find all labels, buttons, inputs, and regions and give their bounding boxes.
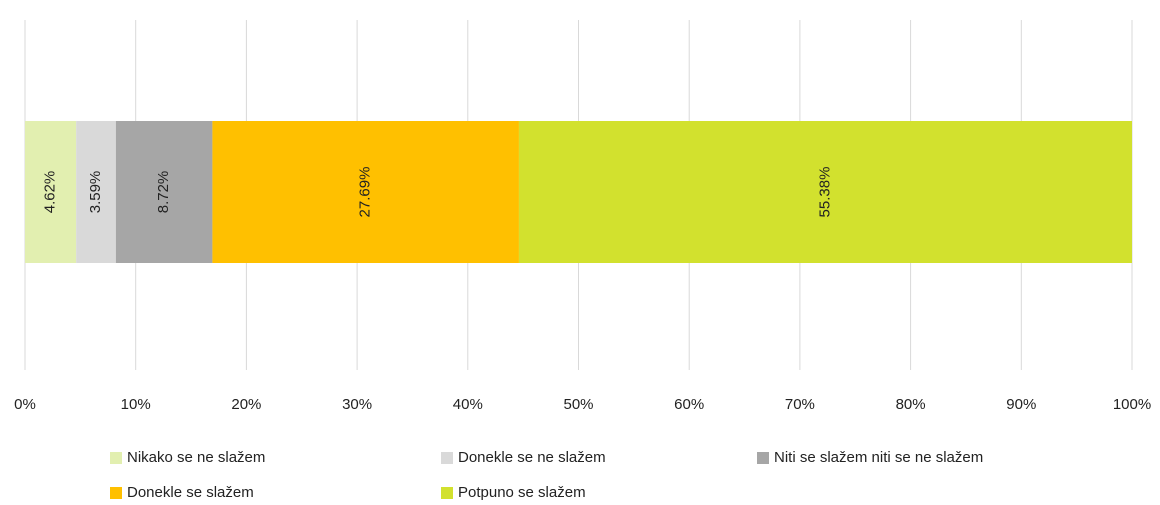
x-tick-label: 100% (1113, 396, 1151, 413)
legend-label: Nikako se ne slažem (127, 449, 265, 466)
legend-swatch (441, 487, 453, 499)
legend-swatch (757, 452, 769, 464)
x-tick-label: 90% (1006, 396, 1036, 413)
legend-label: Niti se slažem niti se ne slažem (774, 449, 983, 466)
x-tick-label: 70% (785, 396, 815, 413)
legend-label: Donekle se slažem (127, 484, 254, 501)
legend-swatch (441, 452, 453, 464)
data-label: 27.69% (357, 167, 374, 218)
bar-segment (518, 121, 1132, 263)
data-label: 8.72% (155, 171, 172, 214)
data-label: 3.59% (87, 171, 104, 214)
legend-swatch (110, 487, 122, 499)
legend-label: Donekle se ne slažem (458, 449, 606, 466)
bar-segment (115, 121, 213, 263)
legend-label: Potpuno se slažem (458, 484, 586, 501)
x-tick-label: 80% (896, 396, 926, 413)
x-tick-label: 0% (14, 396, 36, 413)
data-label: 4.62% (42, 171, 59, 214)
x-tick-label: 50% (563, 396, 593, 413)
x-tick-label: 30% (342, 396, 372, 413)
x-tick-label: 10% (121, 396, 151, 413)
legend-swatch (110, 452, 122, 464)
bar-segment (76, 121, 116, 263)
x-tick-label: 60% (674, 396, 704, 413)
x-tick-label: 20% (231, 396, 261, 413)
bar-segment (212, 121, 519, 263)
data-label: 55.38% (816, 167, 833, 218)
x-tick-label: 40% (453, 396, 483, 413)
bar-segment (25, 121, 77, 263)
